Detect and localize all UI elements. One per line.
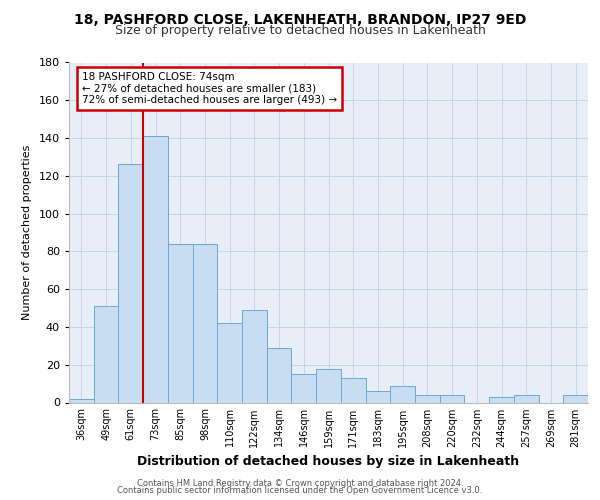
Bar [143,136,168,402]
Bar [217,323,242,402]
Bar [168,244,193,402]
Text: Size of property relative to detached houses in Lakenheath: Size of property relative to detached ho… [115,24,485,37]
Text: Contains HM Land Registry data © Crown copyright and database right 2024.: Contains HM Land Registry data © Crown c… [137,478,463,488]
Bar [242,310,267,402]
Bar [415,395,440,402]
Bar [118,164,143,402]
Text: Contains public sector information licensed under the Open Government Licence v3: Contains public sector information licen… [118,486,482,495]
Bar [69,398,94,402]
Bar [267,348,292,403]
Bar [316,368,341,402]
Bar [193,244,217,402]
Text: 18, PASHFORD CLOSE, LAKENHEATH, BRANDON, IP27 9ED: 18, PASHFORD CLOSE, LAKENHEATH, BRANDON,… [74,12,526,26]
Text: 18 PASHFORD CLOSE: 74sqm
← 27% of detached houses are smaller (183)
72% of semi-: 18 PASHFORD CLOSE: 74sqm ← 27% of detach… [82,72,337,105]
Bar [292,374,316,402]
X-axis label: Distribution of detached houses by size in Lakenheath: Distribution of detached houses by size … [137,455,520,468]
Bar [514,395,539,402]
Bar [365,391,390,402]
Bar [440,395,464,402]
Bar [94,306,118,402]
Y-axis label: Number of detached properties: Number of detached properties [22,145,32,320]
Bar [390,386,415,402]
Bar [341,378,365,402]
Bar [489,397,514,402]
Bar [563,395,588,402]
